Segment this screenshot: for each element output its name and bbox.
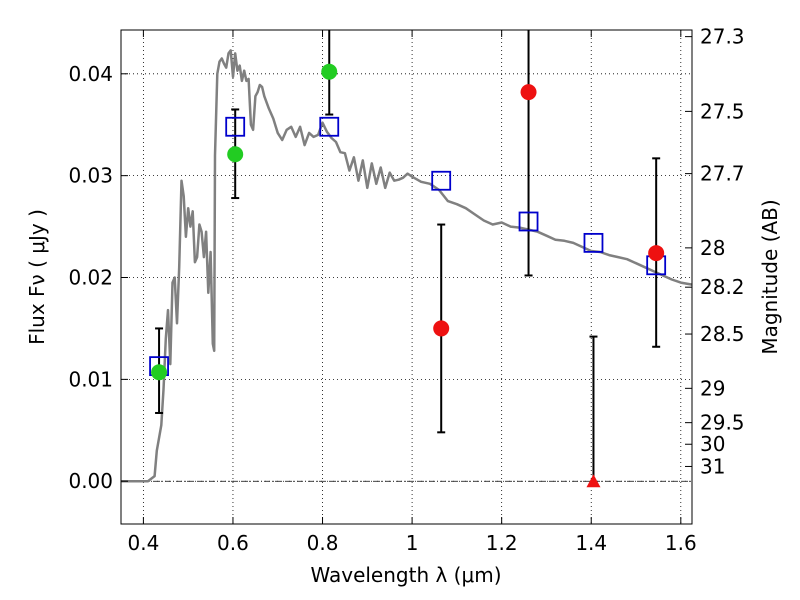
- x-tick-label: 1: [406, 531, 419, 555]
- y-tick-label: 0.00: [68, 469, 113, 493]
- model-photometry-square: [583, 232, 604, 253]
- y-tick-label: 0.02: [68, 266, 113, 290]
- y-tick-label: 0.03: [68, 164, 113, 188]
- upper-limit-triangle: [586, 474, 601, 488]
- y-tick-label: 0.04: [68, 62, 113, 86]
- y2-tick-label: 27.3: [700, 25, 745, 49]
- y2-tick-label: 27.7: [700, 162, 745, 186]
- observed-flux-point: [433, 320, 450, 337]
- observed-flux-point: [648, 245, 665, 262]
- observed-flux-point: [520, 84, 537, 101]
- y-axis-title: Flux Fν ( μJy ): [25, 209, 49, 345]
- x-tick-label: 1.4: [575, 531, 607, 555]
- y2-tick-label: 29.5: [700, 411, 745, 435]
- y2-tick-label: 28.5: [700, 322, 745, 346]
- y2-tick-label: 27.5: [700, 99, 745, 123]
- ticks: 0.4 0.6 0.8 1 1.2 1.4 1.6 0.00 0.01 0.02 0.03 0.04 2…: [68, 25, 744, 555]
- x-tick-label: 1.6: [665, 531, 697, 555]
- plot-frame: [120, 29, 693, 525]
- y2-tick-label: 29: [700, 376, 725, 400]
- x-tick-label: 0.6: [217, 531, 249, 555]
- model-photometry-square: [319, 116, 340, 137]
- y-tick-label: 0.01: [68, 367, 113, 391]
- observed-flux-point: [321, 63, 338, 80]
- observed-flux-point: [151, 364, 168, 381]
- model-sed-line: [121, 49, 693, 483]
- y2-axis-title: Magnitude (AB): [758, 199, 782, 354]
- x-tick-label: 0.8: [307, 531, 339, 555]
- x-axis-title: Wavelength λ (μm): [310, 563, 501, 587]
- y2-tick-label: 28: [700, 236, 725, 260]
- y2-tick-label: 28.2: [700, 275, 745, 299]
- data-layer: [121, 30, 693, 488]
- y2-tick-label: 30: [700, 432, 725, 456]
- x-tick-label: 1.2: [486, 531, 518, 555]
- y2-tick-label: 31: [700, 454, 725, 478]
- model-photometry-square: [431, 170, 452, 191]
- observed-flux-point: [227, 146, 244, 163]
- model-photometry-square: [225, 116, 246, 137]
- x-tick-label: 0.4: [127, 531, 159, 555]
- model-photometry-square: [518, 211, 539, 232]
